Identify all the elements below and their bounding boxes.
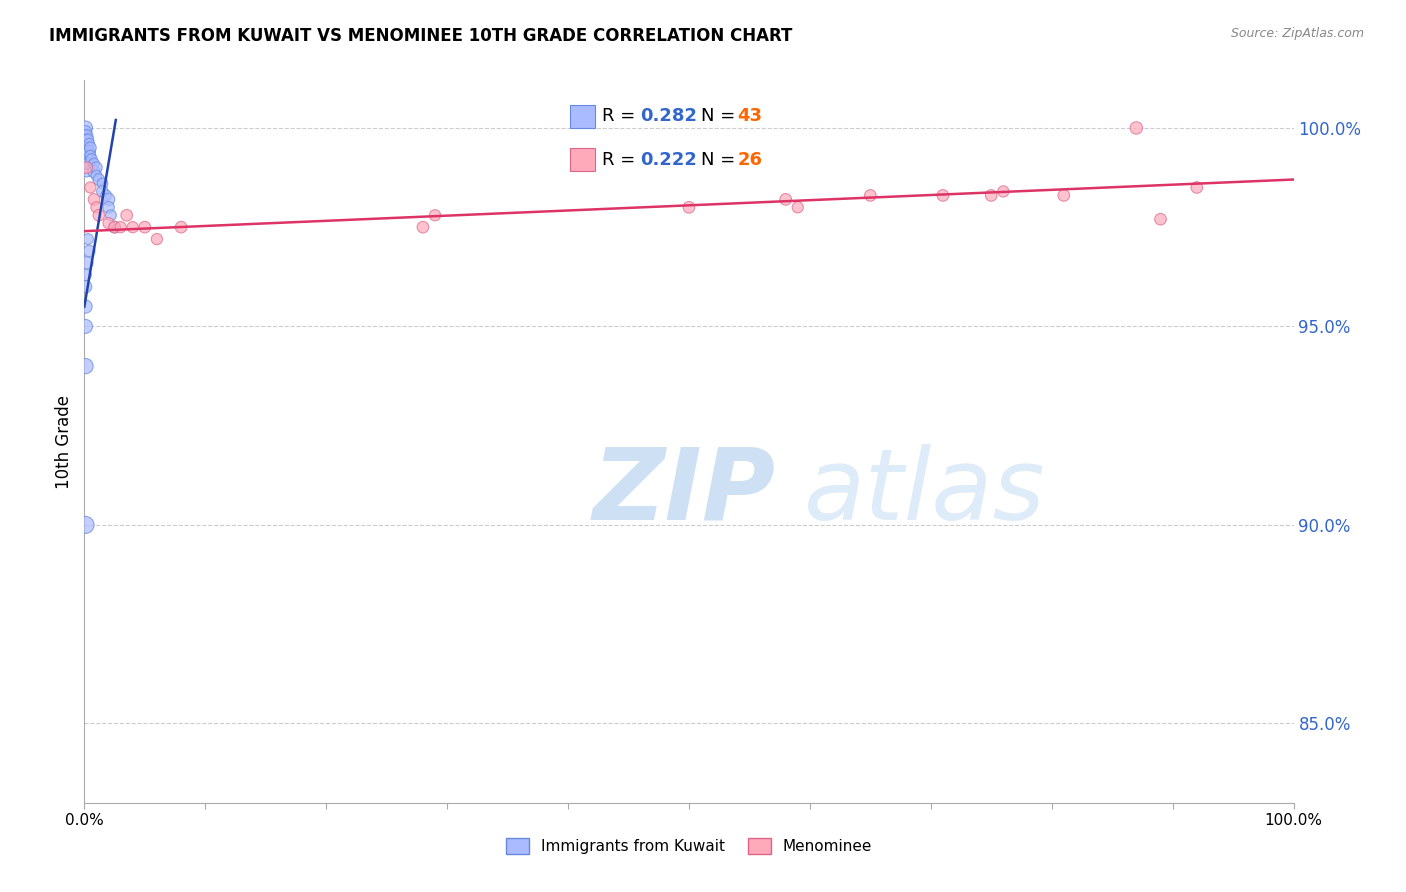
Point — [83, 164, 105, 178]
Point — [76, 128, 98, 143]
Point — [87, 208, 110, 222]
Point — [678, 200, 700, 214]
Point — [76, 164, 98, 178]
Point — [75, 128, 97, 143]
Point — [77, 232, 100, 246]
Point — [79, 141, 101, 155]
Point — [75, 319, 97, 334]
Point — [76, 133, 98, 147]
Point — [75, 120, 97, 135]
Point — [94, 188, 117, 202]
Point — [77, 244, 100, 258]
Point — [91, 185, 114, 199]
Point — [76, 149, 98, 163]
Point — [91, 177, 114, 191]
Text: atlas: atlas — [804, 443, 1046, 541]
Text: IMMIGRANTS FROM KUWAIT VS MENOMINEE 10TH GRADE CORRELATION CHART: IMMIGRANTS FROM KUWAIT VS MENOMINEE 10TH… — [49, 27, 793, 45]
Point — [75, 300, 97, 314]
Point — [75, 125, 97, 139]
Text: Source: ZipAtlas.com: Source: ZipAtlas.com — [1230, 27, 1364, 40]
Point — [77, 133, 100, 147]
Point — [100, 208, 122, 222]
Point — [786, 200, 808, 214]
Point — [423, 208, 446, 222]
Point — [134, 220, 156, 235]
Point — [859, 188, 882, 202]
Point — [932, 188, 955, 202]
Point — [83, 193, 105, 207]
Point — [1125, 120, 1147, 135]
Point — [76, 256, 98, 270]
Point — [980, 188, 1002, 202]
Point — [75, 279, 97, 293]
Point — [76, 141, 98, 155]
Y-axis label: 10th Grade: 10th Grade — [55, 394, 73, 489]
Point — [121, 220, 143, 235]
Point — [1185, 180, 1208, 194]
Point — [993, 185, 1015, 199]
Point — [80, 153, 103, 167]
Point — [104, 220, 127, 235]
Point — [77, 149, 100, 163]
Point — [75, 268, 97, 282]
Point — [104, 220, 127, 235]
Point — [75, 133, 97, 147]
Point — [77, 141, 100, 155]
Point — [86, 200, 108, 214]
Point — [110, 220, 132, 235]
Point — [97, 200, 120, 214]
Point — [83, 156, 105, 170]
Point — [146, 232, 169, 246]
Point — [115, 208, 138, 222]
Point — [77, 156, 100, 170]
Point — [79, 149, 101, 163]
Text: ZIP: ZIP — [592, 443, 775, 541]
Point — [1149, 212, 1171, 227]
Point — [86, 161, 108, 175]
Point — [170, 220, 193, 235]
Point — [76, 156, 98, 170]
Point — [77, 136, 100, 151]
Point — [75, 517, 97, 532]
Point — [79, 180, 101, 194]
Point — [75, 359, 97, 373]
Point — [775, 193, 797, 207]
Point — [97, 193, 120, 207]
Point — [97, 216, 120, 230]
Legend: Immigrants from Kuwait, Menominee: Immigrants from Kuwait, Menominee — [499, 832, 879, 860]
Point — [77, 145, 100, 159]
Point — [75, 136, 97, 151]
Point — [87, 172, 110, 186]
Point — [86, 169, 108, 183]
Point — [412, 220, 434, 235]
Point — [75, 145, 97, 159]
Point — [76, 161, 98, 175]
Point — [75, 141, 97, 155]
Point — [1053, 188, 1076, 202]
